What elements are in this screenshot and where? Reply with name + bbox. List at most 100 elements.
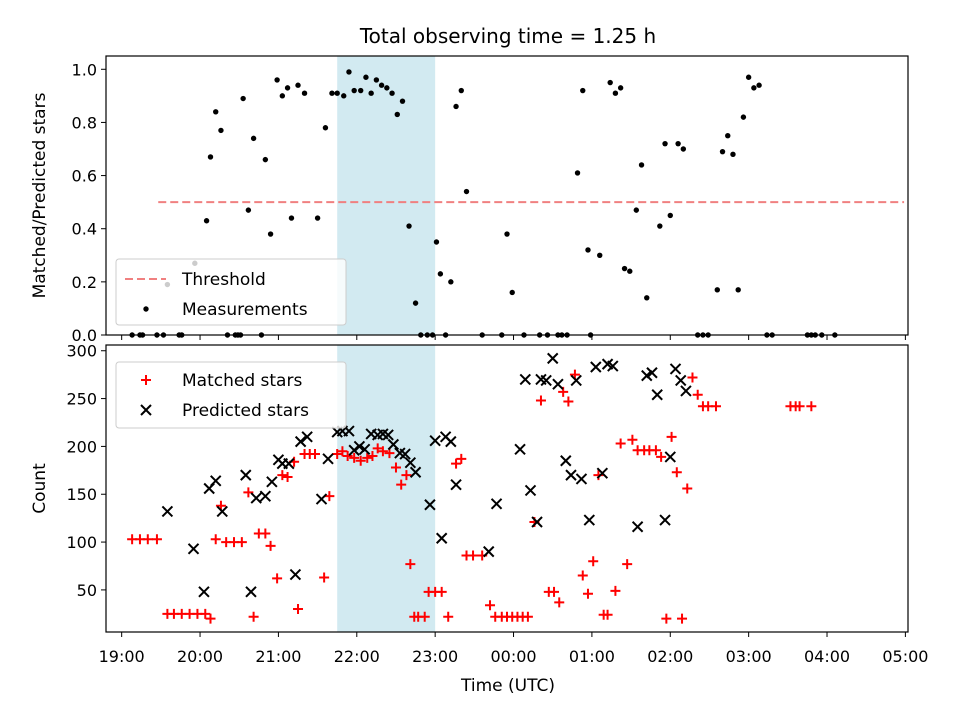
matched-star-point <box>272 573 283 584</box>
predicted-star-point <box>216 505 228 518</box>
predicted-star-point <box>531 516 543 528</box>
predicted-star-point <box>565 469 577 481</box>
measurement-point <box>240 95 246 102</box>
count-plot-frame <box>105 344 909 633</box>
measurement-point <box>213 109 219 115</box>
matched-star-point <box>342 450 353 461</box>
matched-star-point <box>582 588 593 599</box>
measurement-point <box>756 82 762 88</box>
predicted-star-point <box>445 435 457 448</box>
predicted-star-point <box>596 467 609 479</box>
matched-star-point <box>656 451 667 462</box>
matched-star-point <box>610 585 621 596</box>
matched-star-point <box>372 443 383 454</box>
predicted-star-point <box>198 586 210 598</box>
predicted-star-point <box>524 484 537 497</box>
x-tick-label: 04:00 <box>804 647 850 666</box>
measurement-point <box>740 114 747 120</box>
matched-star-point <box>692 389 703 400</box>
measurement-point <box>580 87 586 94</box>
measurement-point <box>730 151 736 158</box>
measurement-point <box>437 271 444 277</box>
measurement-point <box>509 289 515 296</box>
measurement-point <box>504 231 510 237</box>
measurement-point <box>245 207 252 213</box>
x-tick-label: 22:00 <box>334 647 380 666</box>
predicted-star-point <box>387 438 400 451</box>
measurement-point <box>378 82 385 88</box>
matched-star-point <box>337 446 348 457</box>
matched-star-point <box>794 401 805 412</box>
predicted-star-point <box>680 385 692 397</box>
x-tick-label: 02:00 <box>647 647 693 666</box>
predicted-star-point <box>664 451 676 463</box>
matched-star-point <box>277 470 288 481</box>
measurement-point <box>627 268 633 274</box>
predicted-star-point <box>266 476 278 488</box>
matched-star-point <box>456 453 467 464</box>
predicted-star-point <box>322 453 334 465</box>
predicted-star-point <box>547 352 559 365</box>
predicted-star-point <box>240 469 252 481</box>
matched-star-point <box>710 401 721 412</box>
measurement-point <box>597 252 603 258</box>
measurement-point <box>262 156 269 163</box>
measurement-point <box>334 90 340 96</box>
ratio-ylabel: Matched/Predicted stars <box>30 92 50 298</box>
measurement-point <box>203 218 210 224</box>
measurement-point <box>617 85 624 91</box>
measurement-point <box>657 223 663 229</box>
measurement-point <box>680 146 687 152</box>
legend-matched-swatch <box>141 375 151 385</box>
measurement-point <box>341 93 347 99</box>
measurement-point <box>448 279 454 285</box>
measurement-point <box>463 188 470 195</box>
legend-predicted-swatch <box>140 404 152 416</box>
measurement-point <box>412 300 419 306</box>
matched-star-point <box>236 537 247 548</box>
matched-star-point <box>522 611 533 622</box>
matched-star-point <box>554 597 565 608</box>
matched-star-point <box>405 559 416 570</box>
predicted-star-point <box>399 448 411 460</box>
predicted-star-point <box>540 374 552 387</box>
matched-star-point <box>549 586 560 597</box>
measurement-point <box>373 77 380 83</box>
predicted-star-point <box>283 457 295 470</box>
legend-matched-label: Matched stars <box>182 371 302 391</box>
count-ytick-label: 50 <box>77 581 97 600</box>
matched-star-point <box>210 534 221 545</box>
predicted-star-point <box>161 505 174 518</box>
measurement-point <box>279 93 286 99</box>
count-legend <box>115 361 347 429</box>
measurement-point <box>714 287 720 293</box>
measurement-point <box>389 90 395 96</box>
x-tick-label: 03:00 <box>726 647 772 666</box>
matched-star-point <box>390 462 401 473</box>
measurement-point <box>358 87 364 94</box>
matched-star-point <box>535 395 546 406</box>
measurement-point <box>644 295 650 301</box>
predicted-star-point <box>187 543 200 555</box>
predicted-star-point <box>675 374 687 387</box>
predicted-star-point <box>315 493 328 505</box>
matched-star-point <box>243 487 254 498</box>
count-ytick-label: 250 <box>66 390 97 409</box>
predicted-star-point <box>245 586 257 598</box>
predicted-star-point <box>514 443 526 455</box>
measurement-point <box>725 133 731 139</box>
count-ylabel: Count <box>30 463 50 514</box>
matched-star-point <box>332 449 343 460</box>
count-panel: 50 100 150 200 250 300 19:00 20:00 21:00 22:00 23:… <box>30 342 928 666</box>
measurement-point <box>301 90 308 96</box>
matched-star-point <box>367 450 378 461</box>
matched-star-point <box>205 613 216 624</box>
legend-predicted-label: Predicted stars <box>182 401 309 421</box>
measurement-point <box>295 82 301 88</box>
predicted-star-point <box>294 435 307 448</box>
predicted-star-point <box>435 532 448 544</box>
measurement-point <box>745 74 752 80</box>
legend-measurements-swatch <box>143 306 149 312</box>
predicted-star-point <box>259 490 272 502</box>
measurement-point <box>638 162 645 168</box>
